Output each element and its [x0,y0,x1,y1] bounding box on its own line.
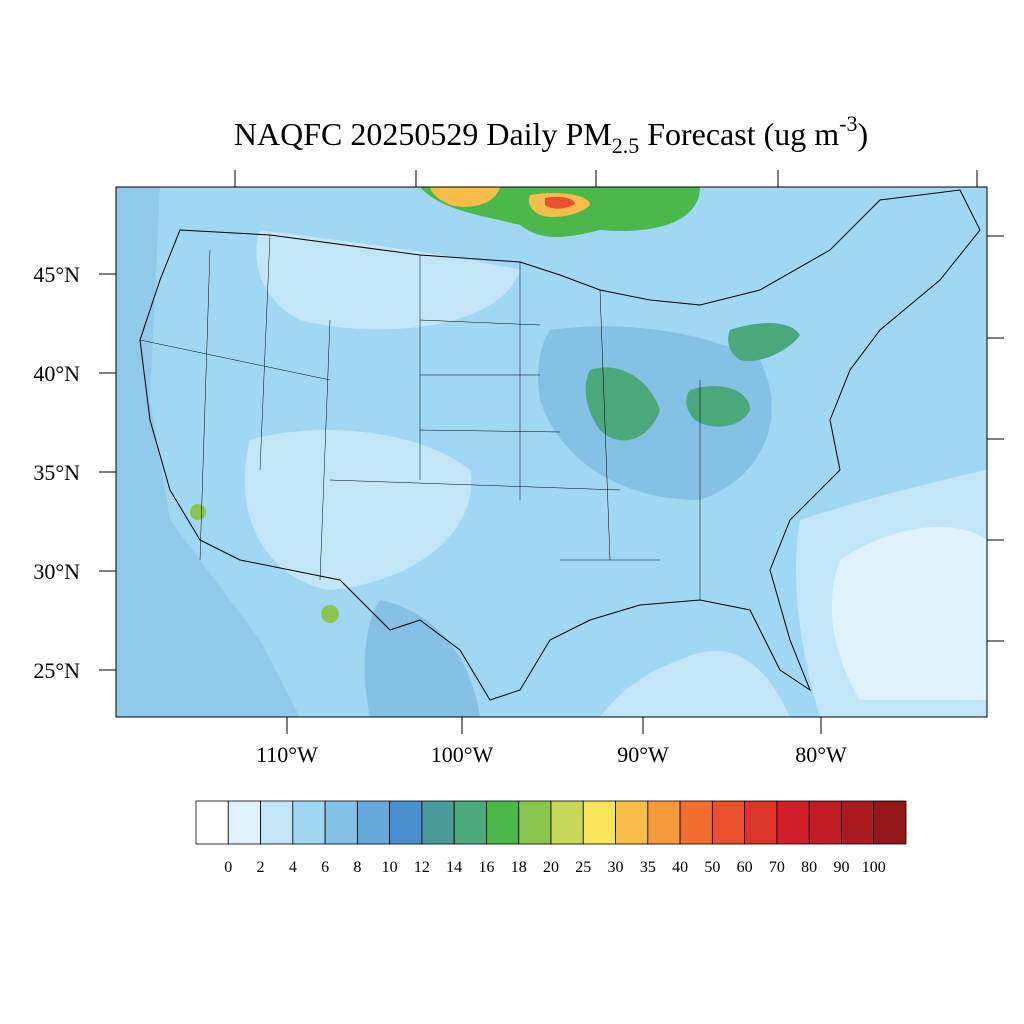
lat-label: 45°N [33,262,80,287]
colorbar-label: 12 [414,859,430,876]
lon-label: 80°W [795,742,847,767]
colorbar-label: 2 [257,859,265,876]
colorbar-box [873,800,907,845]
map-frame [115,186,988,718]
colorbar-box [647,800,681,845]
lat-label: 25°N [33,658,80,683]
colorbar-box [550,800,584,845]
colorbar-box [260,800,294,845]
frame-ticks [99,170,1004,734]
colorbar-box [808,800,842,845]
colorbar-label: 4 [289,859,297,876]
colorbar-label: 10 [382,859,398,876]
lat-label: 40°N [33,361,80,386]
title-part: Forecast (ug m [639,116,839,152]
colorbar-box [389,800,423,845]
colorbar-label: 70 [769,859,785,876]
colorbar-label: 20 [543,859,559,876]
colorbar-box [453,800,487,845]
colorbar-label: 80 [801,859,817,876]
colorbar-box [421,800,455,845]
colorbar-box [744,800,778,845]
lon-label: 100°W [431,742,494,767]
colorbar-label: 90 [833,859,849,876]
colorbar-label: 18 [511,859,527,876]
lat-label: 35°N [33,460,80,485]
colorbar-box [195,800,229,845]
colorbar-box [711,800,746,845]
colorbar-box [486,800,520,845]
colorbar-label: 40 [672,859,688,876]
colorbar-box [356,800,391,845]
colorbar-label: 100 [862,859,886,876]
colorbar-label: 35 [640,859,656,876]
colorbar-label: 50 [704,859,720,876]
map-title: NAQFC 20250529 Daily PM2.5 Forecast (ug … [234,111,868,158]
colorbar-box [679,800,713,845]
title-part: 2.5 [612,133,640,158]
title-part: -3 [839,111,857,136]
colorbar-label: 14 [446,859,462,876]
map-field [116,187,987,717]
colorbar-label: 60 [737,859,753,876]
colorbar-box [292,800,326,845]
colorbar-label: 6 [321,859,329,876]
colorbar-label: 8 [353,859,361,876]
colorbar-label: 25 [575,859,591,876]
title-part: ) [857,116,868,152]
colorbar-box [841,800,875,845]
colorbar-box [615,800,649,845]
colorbar-box [518,800,552,845]
lon-label: 90°W [617,742,669,767]
colorbar-label: 30 [608,859,624,876]
colorbar-box [324,800,358,845]
colorbar-box [227,800,261,845]
colorbar-box [582,800,616,845]
colorbar-label: 0 [224,859,232,876]
lat-label: 30°N [33,559,80,584]
colorbar-box [776,800,810,845]
colorbar-label: 16 [478,859,494,876]
title-part: NAQFC 20250529 Daily PM [234,116,612,152]
lon-label: 110°W [256,742,318,767]
